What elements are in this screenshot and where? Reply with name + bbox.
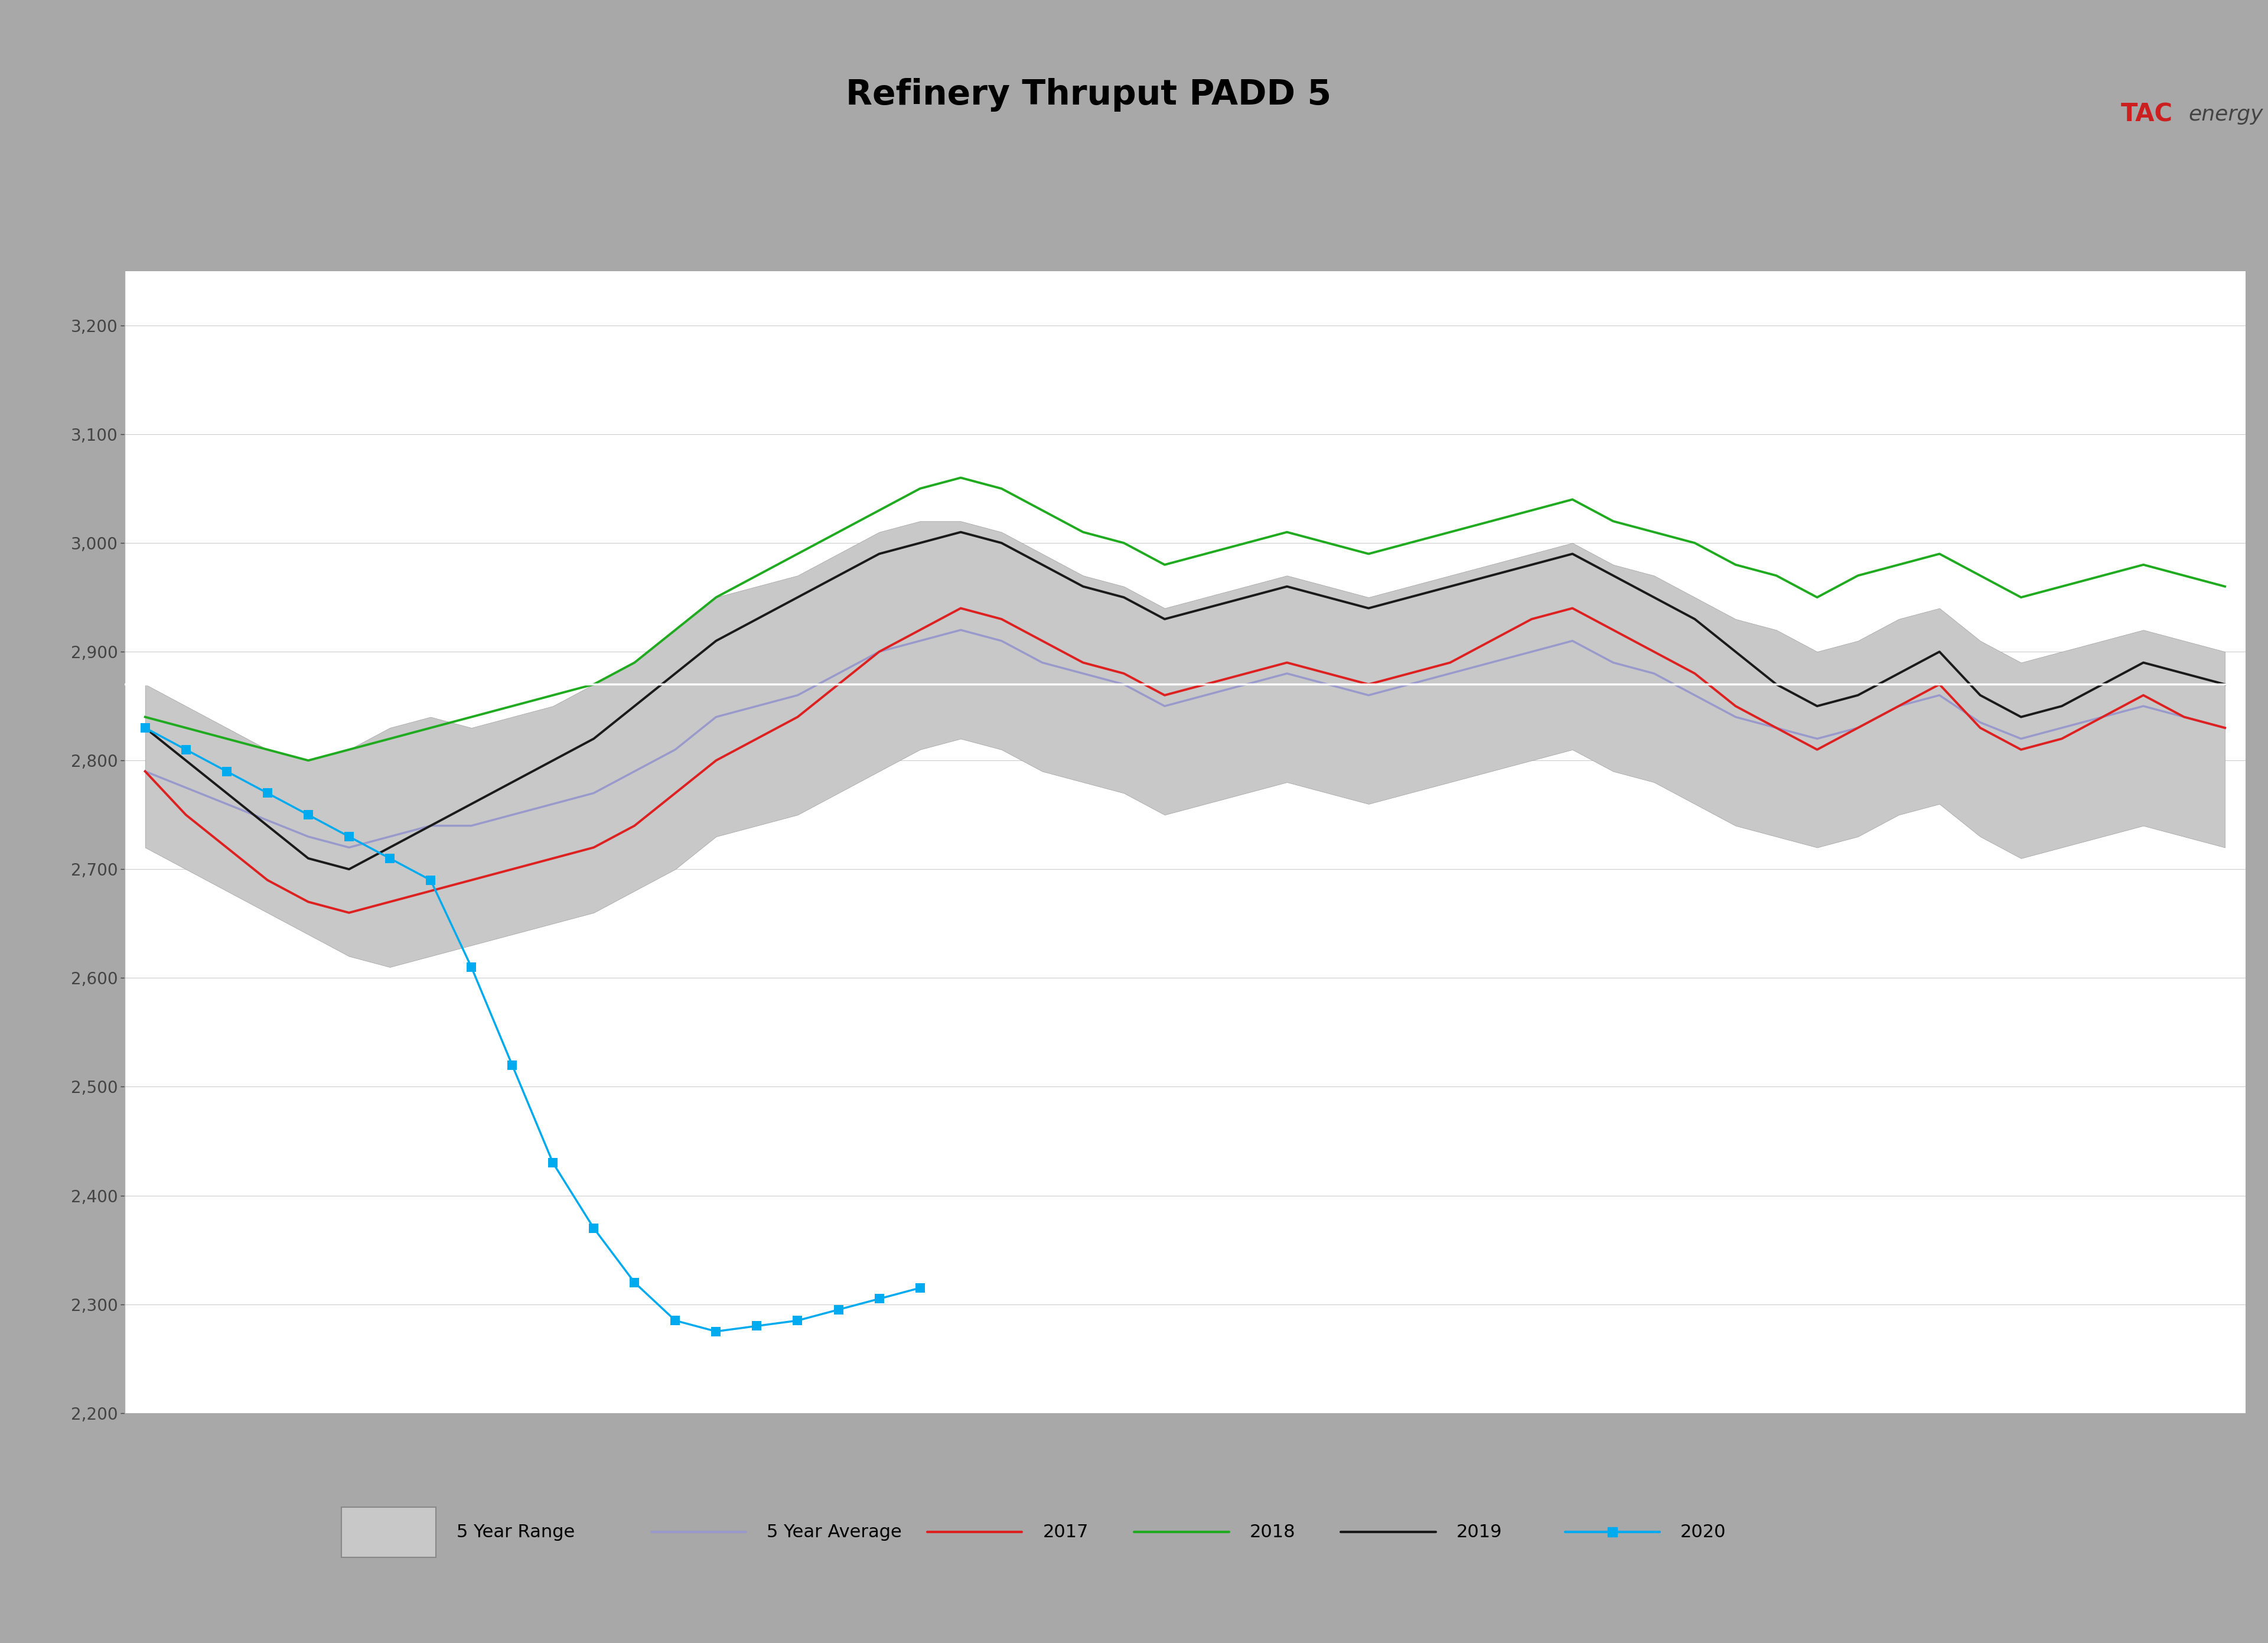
- Text: 2017: 2017: [1043, 1523, 1089, 1541]
- Text: Refinery Thruput PADD 5: Refinery Thruput PADD 5: [846, 77, 1331, 112]
- Text: energy: energy: [2189, 104, 2263, 125]
- Bar: [340, 1507, 435, 1558]
- Text: 2020: 2020: [1681, 1523, 1726, 1541]
- Text: 5 Year Range: 5 Year Range: [456, 1523, 574, 1541]
- Text: 2019: 2019: [1456, 1523, 1501, 1541]
- Text: 2018: 2018: [1250, 1523, 1295, 1541]
- Text: TAC: TAC: [2121, 102, 2173, 127]
- Text: 5 Year Average: 5 Year Average: [767, 1523, 903, 1541]
